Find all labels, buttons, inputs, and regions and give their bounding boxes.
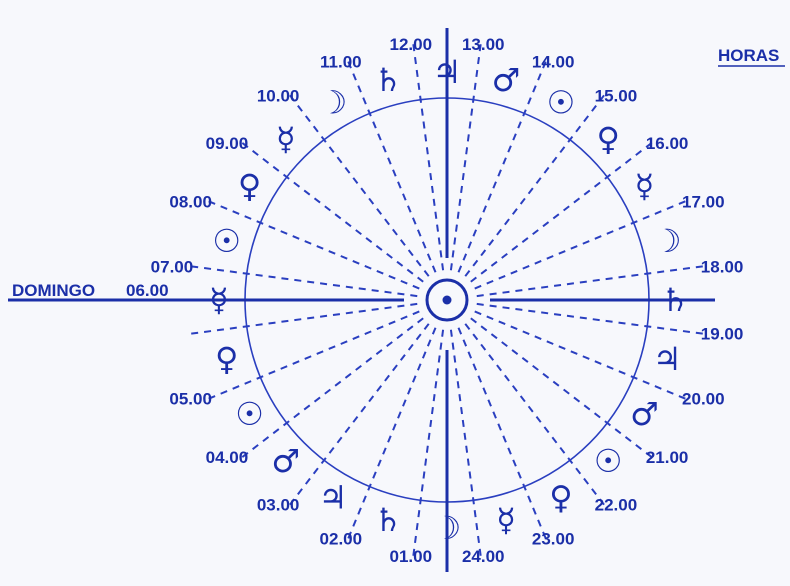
planet-glyph: ♄ (374, 61, 403, 99)
hour-label: 05.00 (169, 390, 212, 409)
hour-label: 08.00 (169, 192, 212, 211)
center-sun (425, 278, 469, 322)
planet-glyph: ☿ (209, 281, 229, 319)
planet-glyph: ♀ (597, 120, 620, 158)
planet-glyph: ☉ (547, 84, 576, 122)
main-axes (8, 28, 715, 572)
planet-glyph: ♃ (319, 478, 348, 516)
planet-glyph: ♄ (661, 281, 690, 319)
hour-spoke (470, 142, 653, 283)
hour-label: 07.00 (151, 257, 194, 276)
hour-label: 15.00 (595, 86, 638, 105)
hour-label: 11.00 (320, 53, 362, 72)
hour-label: 17.00 (682, 192, 725, 211)
planet-glyph: ☉ (594, 442, 623, 480)
hour-label: 18.00 (701, 257, 744, 276)
hour-label: 09.00 (206, 134, 249, 153)
hour-label: 14.00 (532, 53, 575, 72)
hour-label: 13.00 (462, 35, 505, 54)
hour-label: 01.00 (390, 547, 433, 566)
hour-labels: 01.00 02.00 03.00 04.00 05.00 07.00 08.00 09.00… (151, 35, 744, 566)
hour-label: 20.00 (682, 390, 725, 409)
planet-glyph: ☽ (433, 509, 462, 547)
hour-label: 21.00 (646, 448, 689, 467)
planet-glyph: ♀ (549, 478, 572, 516)
planet-glyph: ☽ (653, 222, 682, 260)
hour-label: 12.00 (390, 35, 433, 54)
hour-spoke (208, 310, 420, 400)
planet-glyph: ♀ (238, 167, 261, 205)
hour-label: 24.00 (462, 547, 505, 566)
planet-glyph: ♄ (374, 501, 403, 539)
planet-glyph: ♃ (433, 53, 462, 91)
hour-label: 19.00 (701, 325, 744, 344)
planet-glyph: ☿ (496, 501, 516, 539)
planet-glyph: ♃ (653, 340, 682, 378)
hour-label: 04.00 (206, 448, 249, 467)
hour-label: 23.00 (532, 529, 575, 548)
hour-spoke (470, 317, 653, 458)
hour-label: 10.00 (257, 86, 300, 105)
hour-spoke (241, 142, 424, 283)
hour-label: 16.00 (646, 134, 689, 153)
hour-spoke (241, 317, 424, 458)
hour-spoke (289, 94, 430, 277)
start-day-label: DOMINGO (12, 281, 95, 300)
hour-spoke (289, 323, 430, 506)
hour-label: 03.00 (257, 496, 300, 515)
planet-glyph: ☿ (635, 167, 655, 205)
planet-glyph: ♂ (492, 61, 521, 99)
center-sun-dot (442, 295, 452, 305)
hour-spoke (464, 323, 605, 506)
hour-spoke (464, 94, 605, 277)
planet-glyph: ♂ (630, 395, 659, 433)
hours-heading: HORAS (718, 46, 779, 65)
hour-label: 02.00 (320, 529, 363, 548)
planet-glyph: ☉ (212, 222, 241, 260)
planet-glyph: ☽ (319, 84, 348, 122)
planet-glyph: ♂ (271, 442, 300, 480)
start-time-label: 06.00 (126, 281, 169, 300)
planet-glyphs: ♄♃♂☉♀☿☉♀☿☽♄ ♃ ♂☉♀☿☽♄♃♂☉♀☿☽ (209, 53, 689, 547)
planet-glyph: ♀ (215, 340, 238, 378)
planet-glyph: ☉ (235, 395, 264, 433)
hour-label: 22.00 (595, 496, 638, 515)
planet-glyph: ☿ (276, 120, 296, 158)
